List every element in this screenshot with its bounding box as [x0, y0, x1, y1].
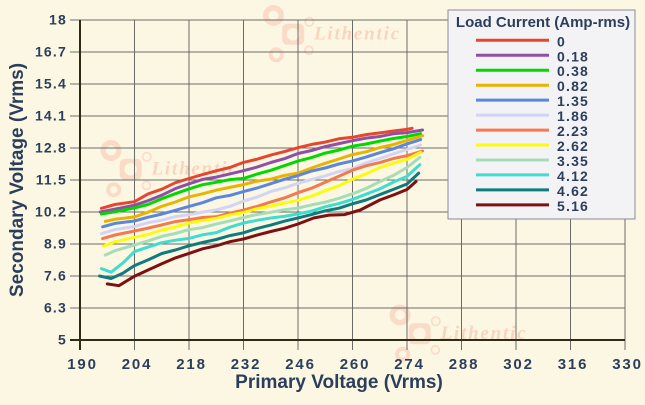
- svg-text:10.2: 10.2: [35, 204, 67, 220]
- svg-text:0.38: 0.38: [557, 63, 589, 79]
- svg-text:16.7: 16.7: [35, 44, 67, 60]
- svg-text:8.9: 8.9: [44, 236, 67, 252]
- svg-text:218: 218: [176, 356, 206, 373]
- svg-text:204: 204: [122, 356, 152, 373]
- svg-text:288: 288: [449, 356, 479, 373]
- svg-text:232: 232: [231, 356, 261, 373]
- svg-text:Lithentic: Lithentic: [313, 24, 401, 45]
- svg-text:0.82: 0.82: [557, 78, 589, 94]
- svg-text:12.8: 12.8: [35, 140, 67, 156]
- svg-text:316: 316: [558, 356, 588, 373]
- svg-text:Primary Voltage (Vrms): Primary Voltage (Vrms): [235, 372, 443, 393]
- svg-text:246: 246: [285, 356, 315, 373]
- svg-text:2.62: 2.62: [557, 138, 589, 154]
- svg-text:Secondary Voltage (Vrms): Secondary Voltage (Vrms): [7, 63, 28, 297]
- svg-text:15.4: 15.4: [35, 76, 67, 92]
- svg-text:2.23: 2.23: [557, 123, 589, 139]
- svg-text:330: 330: [612, 356, 642, 373]
- svg-text:0: 0: [557, 33, 566, 49]
- svg-text:5.16: 5.16: [557, 198, 589, 214]
- svg-text:14.1: 14.1: [35, 108, 67, 124]
- svg-text:6.3: 6.3: [44, 300, 67, 316]
- svg-text:18: 18: [49, 12, 67, 28]
- svg-text:Load Current (Amp-rms): Load Current (Amp-rms): [456, 14, 630, 31]
- svg-text:3.35: 3.35: [557, 153, 589, 169]
- svg-text:5: 5: [58, 332, 67, 348]
- svg-text:190: 190: [67, 356, 97, 373]
- svg-text:1.35: 1.35: [557, 93, 589, 109]
- svg-text:11.5: 11.5: [36, 172, 67, 188]
- svg-text:7.6: 7.6: [44, 268, 67, 284]
- svg-text:0.18: 0.18: [557, 48, 589, 64]
- svg-text:302: 302: [503, 356, 533, 373]
- svg-text:1.86: 1.86: [557, 108, 589, 124]
- svg-text:4.12: 4.12: [557, 168, 589, 184]
- svg-text:274: 274: [394, 356, 424, 373]
- svg-text:4.62: 4.62: [557, 183, 589, 199]
- svg-text:260: 260: [340, 356, 370, 373]
- svg-text:Lithentic: Lithentic: [151, 159, 239, 180]
